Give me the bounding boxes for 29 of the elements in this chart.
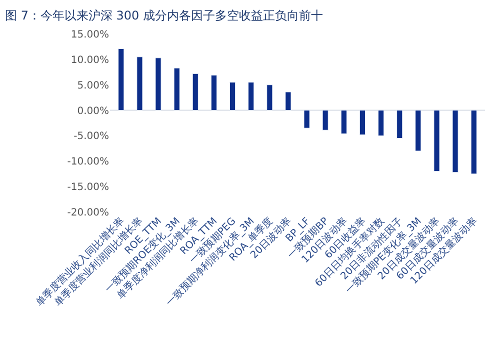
chart-title: 图 7：今年以来沪深 300 成分内各因子多空收益正负向前十 (5, 8, 323, 22)
bar (285, 92, 292, 111)
bar (359, 110, 366, 135)
bar (322, 110, 328, 130)
bar (266, 84, 273, 111)
bar (248, 82, 254, 111)
bar (118, 48, 124, 111)
y-tick-label: 10.00% (70, 54, 109, 66)
y-tick-label: 0.00% (77, 106, 109, 117)
bar (470, 110, 477, 174)
bar (192, 73, 198, 111)
bar (340, 110, 347, 134)
bar (378, 110, 384, 136)
bar (174, 68, 180, 111)
y-tick-label: 5.00% (77, 80, 109, 92)
bar (304, 110, 310, 128)
y-tick-label: -20.00% (67, 208, 109, 218)
bar (210, 74, 217, 111)
bar (229, 82, 236, 111)
y-tick-label: 15.00% (70, 30, 109, 40)
y-tick-label: -15.00% (67, 182, 109, 194)
bar (136, 56, 143, 111)
bar (155, 58, 162, 111)
y-tick-label: -5.00% (74, 131, 109, 142)
y-tick-label: -10.00% (67, 156, 109, 168)
bar (396, 110, 403, 139)
bar (452, 110, 458, 173)
bar (434, 110, 440, 172)
bar (415, 110, 422, 152)
